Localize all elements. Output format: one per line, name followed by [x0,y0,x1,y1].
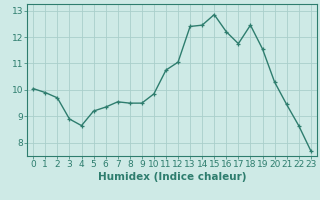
X-axis label: Humidex (Indice chaleur): Humidex (Indice chaleur) [98,172,246,182]
